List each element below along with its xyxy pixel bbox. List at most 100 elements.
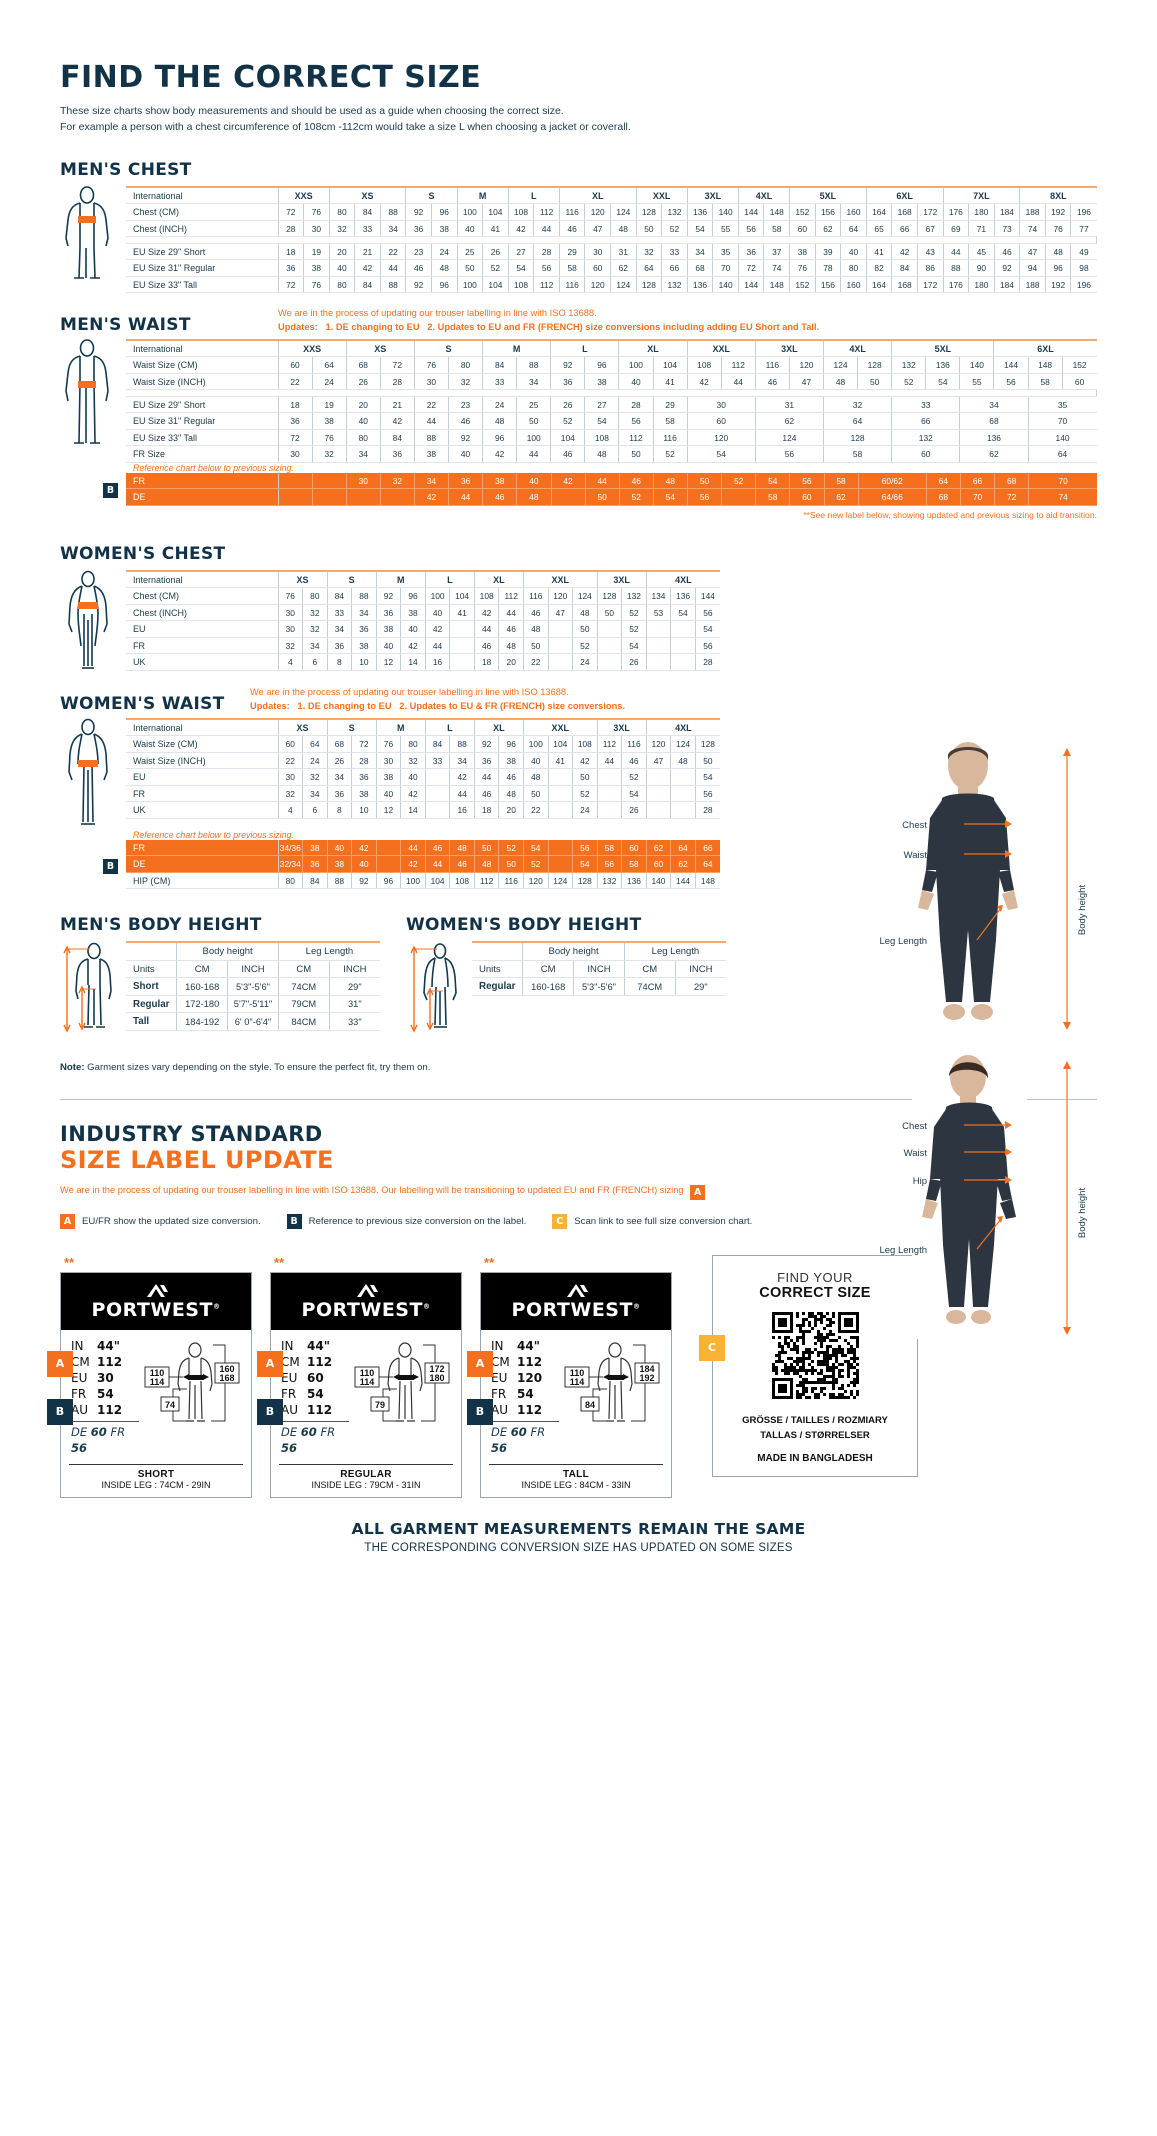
column-header: L (425, 569, 475, 589)
table-cell: 54 (572, 855, 598, 873)
column-header: CM (176, 960, 229, 979)
table-cell: 32 (380, 472, 416, 490)
table-cell: 74 (1028, 488, 1097, 506)
spec-row: IN 44" (491, 1339, 559, 1355)
table-row: Waist Size (CM) 60 64 68 72 76 80 84 88 92 96 100 10… (126, 735, 720, 753)
table-cell: 92 (405, 276, 432, 294)
table-cell (670, 653, 696, 671)
table-cell: 88 (327, 872, 353, 890)
column-header: CM (624, 960, 676, 979)
table-row: FR 32 34 36 38 40 42 44 46 48 50 52 54 56 (126, 637, 720, 655)
table-cell: 38 (482, 472, 518, 490)
table-cell: 116 (559, 276, 586, 294)
table-cell: 60 (646, 855, 672, 873)
column-header: M (482, 338, 552, 358)
table-cell: 70 (1028, 412, 1097, 430)
table-cell: 40 (448, 445, 484, 463)
mens-waist-notice-row: MEN'S WAIST We are in the process of upd… (60, 307, 1097, 335)
womens-waist-update-2: 2. Updates to EU & FR (FRENCH) size conv… (399, 700, 626, 711)
spec-row: FR 54 (491, 1387, 559, 1403)
badge-a: A (467, 1351, 493, 1378)
label-body: IN 44" CM 112 EU 30 FR 54 AU 112 DE 60 FR 56 110 114… (61, 1330, 251, 1459)
table-cell: 54 (584, 412, 620, 430)
table-cell: 40 (376, 785, 402, 803)
table-cell: 104 (548, 735, 574, 753)
spec-key: FR (71, 1386, 87, 1401)
table-cell: 42 (351, 839, 377, 857)
column-header: M (457, 185, 509, 205)
portwest-label: PORTWEST® IN 44" CM 112 EU 120 FR 54 AU 112 DE 60 F… (480, 1272, 672, 1498)
column-header: M (376, 569, 426, 589)
waist-box-top: 110 (570, 1368, 585, 1378)
table-cell: 74CM (278, 977, 330, 996)
column-header: 6XL (993, 338, 1097, 358)
qr-code-icon[interactable] (723, 1312, 907, 1404)
table-cell: 64 (302, 735, 328, 753)
table-cell: 84 (482, 356, 518, 374)
table-cell (646, 637, 672, 655)
table-cell: 44 (425, 855, 451, 873)
table-cell: 33" (329, 1012, 380, 1031)
table-cell: 54 (755, 472, 791, 490)
legend-item: A EU/FR show the updated size conversion. (60, 1214, 261, 1230)
table-cell: 104 (653, 356, 688, 374)
table-cell: 96 (482, 429, 518, 447)
table-cell: 116 (559, 203, 586, 221)
spec-row: EU 120 (491, 1371, 559, 1387)
table-cell (548, 620, 574, 638)
table-cell: 108 (474, 587, 500, 605)
table-cell: 5'7"-5'11" (227, 995, 279, 1014)
portwest-label: PORTWEST® IN 44" CM 112 EU 30 FR 54 AU 112 DE 60 FR… (60, 1272, 252, 1498)
table-cell: 64/66 (858, 488, 927, 506)
column-header: S (405, 185, 458, 205)
table-cell: 52 (621, 620, 647, 638)
table-cell: 116 (755, 356, 790, 374)
table-cell: 12 (376, 653, 402, 671)
table-cell: 108 (584, 429, 620, 447)
mens-waist-ref-table-row: B FR 30 32 34 36 38 40 42 44 46 48 50 52 54 56 58 60/62 6… (60, 472, 1097, 506)
table-cell: 82 (866, 259, 893, 277)
table-cell: 23 (405, 243, 432, 261)
spec-value: 112 (517, 1402, 543, 1417)
de-label: DE (71, 1425, 88, 1440)
table-cell: 60 (687, 412, 756, 430)
row-label: EU Size 33" Tall (126, 429, 279, 447)
table-cell: 66 (960, 472, 996, 490)
womens-body-height-block: WOMEN'S BODY HEIGHT (406, 915, 726, 1038)
table-cell: 60 (789, 488, 825, 506)
table-cell: 19 (312, 396, 347, 414)
womens-body-height-table: Body height Leg Length Units CM INCH CM INCH Re… (472, 941, 726, 996)
table-cell: 134 (646, 587, 672, 605)
table-cell: 188 (1019, 203, 1046, 221)
table-cell (425, 768, 451, 786)
group-header: Body height (522, 941, 625, 961)
de-value: 60 (510, 1425, 527, 1440)
table-cell: 98 (1070, 259, 1097, 277)
table-cell: 32 (448, 373, 484, 391)
table-cell: 48 (431, 259, 458, 277)
table-cell: 104 (449, 587, 475, 605)
industry-paragraph-text: We are in the process of updating our tr… (60, 1185, 684, 1196)
table-cell: 84 (327, 587, 353, 605)
mens-waist-ref-note: Reference chart below to previous sizing… (133, 462, 294, 473)
brand-bar: PORTWEST® (271, 1273, 461, 1331)
legend-text: Scan link to see full size conversion ch… (574, 1216, 753, 1228)
row-label: EU Size 31" Regular (126, 412, 279, 430)
spec-value: 112 (307, 1402, 333, 1417)
table-cell (548, 768, 574, 786)
table-cell (548, 855, 574, 873)
table-cell (548, 801, 574, 819)
column-header: S (327, 717, 377, 737)
row-label: EU Size 31" Regular (126, 259, 279, 277)
table-cell: 112 (474, 872, 500, 890)
table-cell: 108 (572, 735, 598, 753)
closing-line-2: THE CORRESPONDING CONVERSION SIZE HAS UP… (364, 1541, 793, 1554)
table-cell: 46 (621, 752, 647, 770)
table-cell: 48 (482, 412, 518, 430)
table-cell: 70 (1028, 472, 1097, 490)
qr-side-badge: C (699, 1335, 725, 1362)
table-cell: 60 (891, 445, 961, 463)
table-cell: 50 (572, 768, 598, 786)
table-cell: 32 (823, 396, 893, 414)
